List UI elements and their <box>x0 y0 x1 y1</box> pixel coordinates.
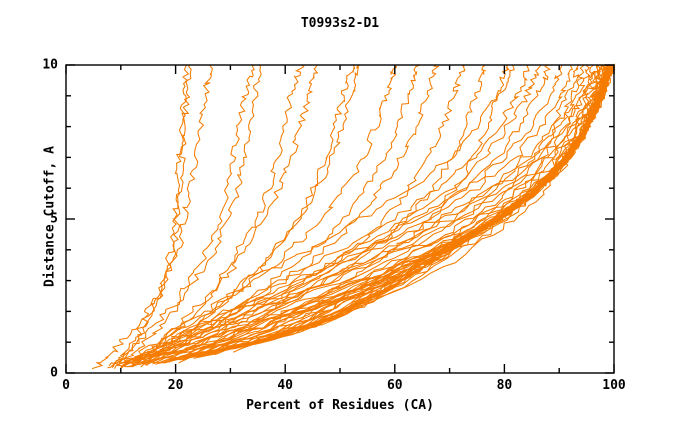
data-curve <box>181 64 613 361</box>
data-curve <box>232 64 615 353</box>
data-curve <box>114 64 573 369</box>
data-curve <box>141 64 608 363</box>
x-tick-label: 60 <box>386 378 403 393</box>
data-curve <box>117 64 530 365</box>
plot-frame <box>65 64 615 374</box>
data-curve <box>220 64 615 353</box>
data-curve <box>108 64 190 367</box>
data-curve <box>133 64 600 366</box>
data-curve <box>130 64 595 367</box>
data-curve <box>116 64 563 367</box>
data-curve <box>245 64 616 347</box>
data-curve <box>107 64 256 369</box>
x-axis-title: Percent of Residues (CA) <box>246 398 434 413</box>
axis-ticks <box>65 64 615 374</box>
data-curve <box>125 64 319 366</box>
data-curve <box>140 64 466 363</box>
data-curve <box>136 64 356 365</box>
y-tick-label: 10 <box>42 57 58 73</box>
data-curve <box>186 64 615 359</box>
data-curve <box>120 64 580 368</box>
data-curve <box>123 64 586 367</box>
x-tick-label: 80 <box>496 378 513 393</box>
x-tick-label: 20 <box>167 378 184 393</box>
x-tick-label: 40 <box>277 378 294 393</box>
page-title: T0993s2-D1 <box>300 16 380 31</box>
data-curve <box>239 64 615 350</box>
data-curve <box>111 64 515 367</box>
data-curve <box>111 64 192 368</box>
data-curve <box>119 64 262 364</box>
y-tick-label: 0 <box>50 365 58 381</box>
x-tick-label: 0 <box>62 378 70 393</box>
curves-layer <box>91 62 616 370</box>
x-tick-label: 100 <box>602 378 626 393</box>
data-curve <box>165 64 612 361</box>
data-curve <box>120 64 541 369</box>
data-curve <box>128 64 421 367</box>
y-tick-label: 5 <box>50 211 58 227</box>
data-curve <box>121 64 398 369</box>
data-curve <box>127 64 591 364</box>
data-curve <box>137 64 601 366</box>
data-curve <box>91 64 213 370</box>
